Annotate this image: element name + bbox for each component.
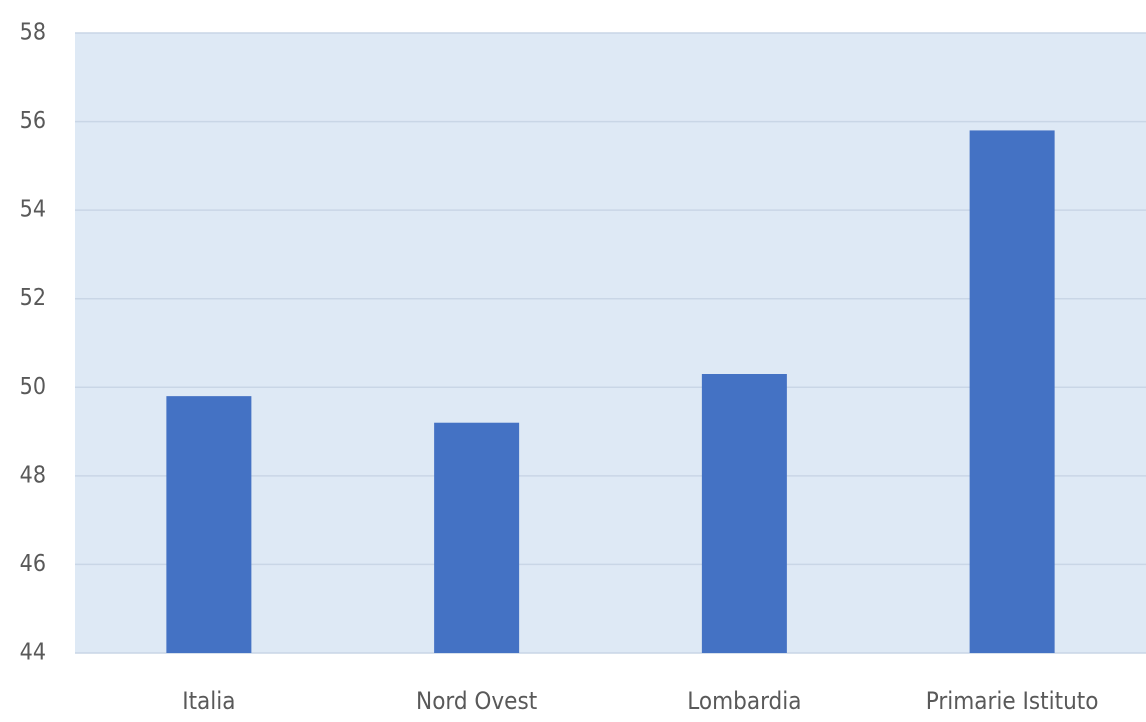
gridlines: [75, 32, 1146, 654]
y-tick-label: 50: [20, 374, 46, 400]
bar: [969, 130, 1055, 653]
y-tick-label: 56: [20, 108, 46, 134]
x-category-label: Italia: [182, 687, 235, 715]
x-category-label: Nord Ovest: [416, 687, 537, 715]
plot-area: [75, 33, 1146, 653]
x-category-label: Primarie Istituto: [926, 687, 1099, 715]
x-axis-category-labels: Italia Nord Ovest Lombardia Primarie Istitu…: [182, 687, 1098, 715]
y-tick-label: 48: [20, 462, 46, 488]
y-axis-tick-labels: 44 46 48 50 52 54 56 58: [20, 20, 46, 666]
bar: [434, 422, 520, 653]
y-tick-label: 44: [20, 640, 46, 666]
y-tick-label: 58: [20, 20, 46, 46]
y-tick-label: 54: [20, 197, 46, 223]
y-tick-label: 46: [20, 551, 46, 577]
bar: [166, 396, 252, 653]
y-tick-label: 52: [20, 285, 46, 311]
x-category-label: Lombardia: [687, 687, 801, 715]
bar: [701, 374, 787, 653]
bars: [166, 130, 1055, 653]
